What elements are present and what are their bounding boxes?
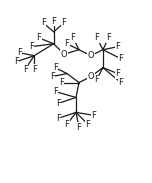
Text: F: F — [62, 18, 66, 27]
Text: F: F — [53, 87, 58, 96]
Text: F: F — [59, 78, 64, 87]
Text: F: F — [56, 99, 60, 108]
Text: O: O — [88, 72, 94, 81]
Text: F: F — [56, 114, 60, 123]
Text: F: F — [86, 120, 90, 129]
Text: F: F — [118, 54, 123, 63]
Text: F: F — [29, 42, 34, 51]
Text: F: F — [115, 69, 120, 78]
Text: O: O — [61, 50, 67, 59]
Text: F: F — [115, 42, 120, 51]
Text: F: F — [32, 65, 37, 74]
Text: O: O — [88, 51, 94, 60]
Text: F: F — [71, 33, 75, 42]
Text: F: F — [77, 123, 81, 132]
Text: F: F — [51, 17, 56, 26]
Text: F: F — [92, 111, 96, 120]
Text: F: F — [118, 78, 123, 87]
Text: F: F — [23, 65, 28, 74]
Text: F: F — [17, 48, 22, 57]
Text: F: F — [65, 39, 69, 48]
Text: F: F — [41, 18, 46, 27]
Text: F: F — [50, 72, 55, 81]
Text: F: F — [14, 57, 19, 66]
Text: F: F — [106, 33, 111, 42]
Text: F: F — [53, 63, 58, 72]
Text: F: F — [36, 33, 41, 42]
Text: F: F — [94, 75, 99, 84]
Text: F: F — [94, 33, 99, 42]
Text: F: F — [65, 120, 69, 129]
